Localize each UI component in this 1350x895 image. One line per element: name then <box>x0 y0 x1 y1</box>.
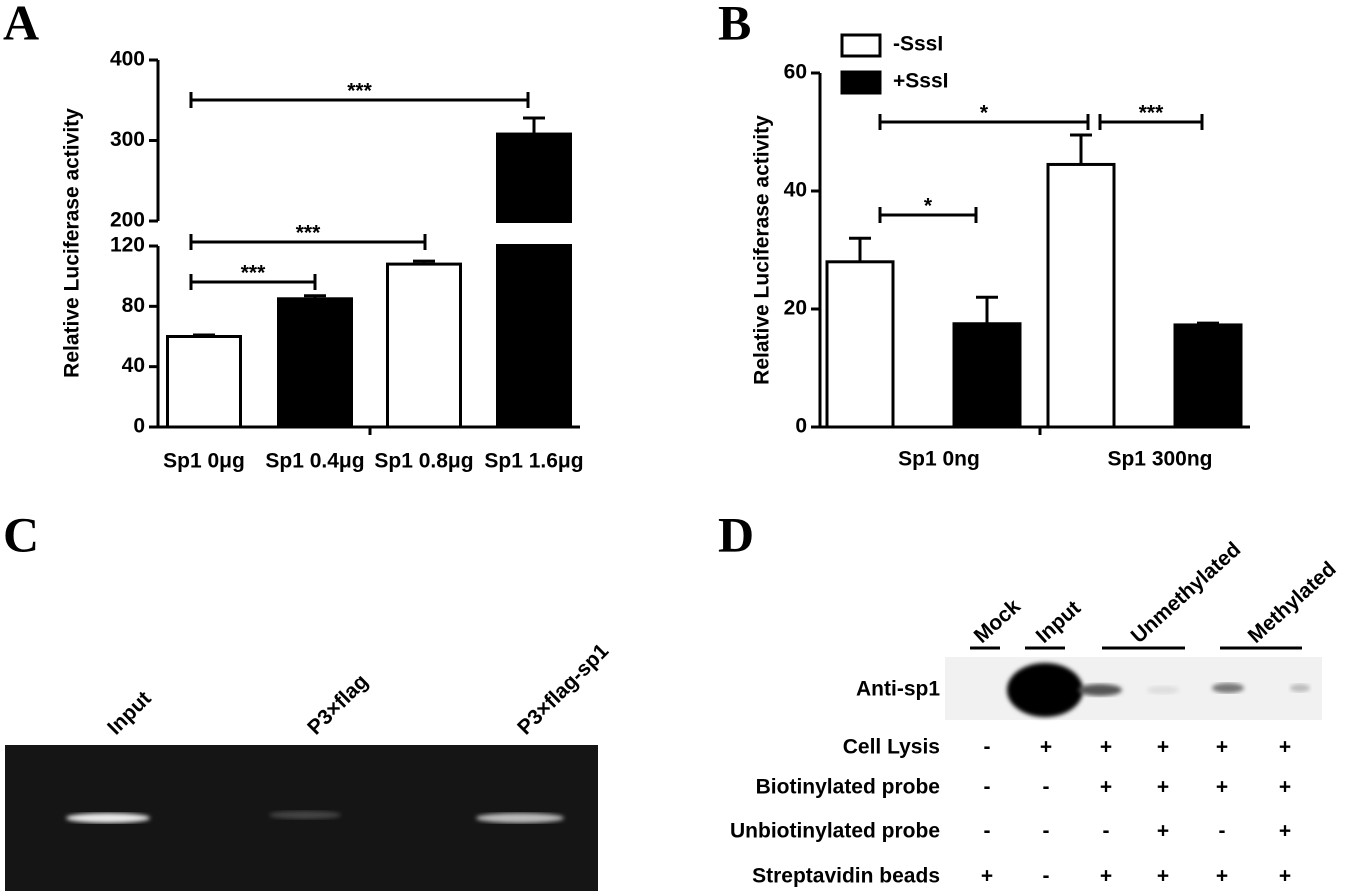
y-axis-label: Relative Luciferase activity <box>751 115 774 385</box>
significance-label: * <box>980 102 989 125</box>
blot-band <box>1290 684 1310 692</box>
row-mark: + <box>1100 776 1112 799</box>
significance-label: * <box>924 195 933 218</box>
row-mark: + <box>1216 776 1228 799</box>
lane-label: P3×flag <box>303 670 373 740</box>
row-mark: + <box>1216 736 1228 759</box>
antibody-label: Anti-sp1 <box>856 678 940 701</box>
row-mark: + <box>1216 865 1228 888</box>
row-mark: + <box>1157 776 1169 799</box>
panel-label: D <box>718 506 754 562</box>
y-tick-label: 200 <box>110 209 145 232</box>
gel-band <box>476 813 564 823</box>
row-mark: + <box>1279 820 1291 843</box>
row-mark: + <box>1100 865 1112 888</box>
blot-band <box>1007 663 1083 717</box>
x-tick-label: Sp1 1.6μg <box>484 450 583 473</box>
blot-image <box>945 657 1322 720</box>
row-mark: + <box>1157 865 1169 888</box>
y-tick-label: 400 <box>110 48 145 71</box>
y-tick-label: 300 <box>110 128 145 151</box>
x-tick-label: Sp1 0.4μg <box>265 450 364 473</box>
row-label: Unbiotinylated probe <box>730 820 940 843</box>
row-label: Biotinylated probe <box>756 776 940 799</box>
row-mark: + <box>1157 820 1169 843</box>
row-mark: - <box>1043 820 1050 843</box>
row-mark: + <box>1040 736 1052 759</box>
blot-band <box>1212 683 1244 693</box>
y-tick-label: 40 <box>784 179 807 202</box>
bar <box>1173 323 1243 429</box>
group-label: Input <box>1032 596 1086 647</box>
bar <box>386 262 462 429</box>
gel-band <box>269 811 341 819</box>
row-mark: - <box>984 776 991 799</box>
x-tick-label: Sp1 300ng <box>1107 448 1212 471</box>
bar <box>496 132 572 429</box>
x-tick-label: Sp1 0μg <box>163 450 245 473</box>
legend-label: +SssI <box>893 70 948 93</box>
legend-swatch <box>840 33 882 58</box>
row-mark: + <box>1100 736 1112 759</box>
y-tick-label: 120 <box>110 234 145 257</box>
significance-label: *** <box>347 80 372 103</box>
gel-band <box>66 813 150 823</box>
bar <box>277 297 353 429</box>
row-mark: + <box>981 865 993 888</box>
row-mark: - <box>1043 865 1050 888</box>
group-label: Unmethylated <box>1127 538 1246 648</box>
bar <box>825 260 895 429</box>
group-label: Methylated <box>1244 557 1341 647</box>
blot-band <box>1078 684 1122 696</box>
lane-label: Input <box>103 687 156 740</box>
y-axis-label: Relative Luciferase activity <box>61 108 84 378</box>
y-tick-label: 20 <box>784 297 807 320</box>
row-mark: - <box>984 736 991 759</box>
x-tick-label: Sp1 0ng <box>898 448 980 471</box>
panel-label: C <box>3 506 39 562</box>
row-mark: + <box>1279 865 1291 888</box>
bar <box>1046 162 1116 429</box>
row-label: Cell Lysis <box>843 736 940 759</box>
row-mark: - <box>1103 820 1110 843</box>
legend-label: -SssI <box>893 33 943 56</box>
blot-band <box>1147 686 1179 694</box>
significance-label: *** <box>1139 102 1164 125</box>
row-mark: + <box>1279 776 1291 799</box>
row-label: Streptavidin beads <box>752 865 940 888</box>
y-tick-label: 0 <box>795 415 807 438</box>
row-mark: - <box>1043 776 1050 799</box>
y-tick-label: 40 <box>122 354 145 377</box>
row-mark: - <box>1219 820 1226 843</box>
row-mark: + <box>1157 736 1169 759</box>
panel-label: A <box>3 0 39 50</box>
significance-label: *** <box>241 262 266 285</box>
bar <box>952 322 1022 429</box>
row-mark: - <box>984 820 991 843</box>
y-tick-label: 60 <box>784 61 807 84</box>
y-tick-label: 80 <box>122 294 145 317</box>
legend-swatch <box>840 70 882 95</box>
lane-label: P3×flag-sp1 <box>513 639 613 739</box>
x-tick-label: Sp1 0.8μg <box>374 450 473 473</box>
y-tick-label: 0 <box>133 415 145 438</box>
significance-label: *** <box>296 222 321 245</box>
panel-label: B <box>718 0 751 50</box>
bar <box>166 335 242 429</box>
row-mark: + <box>1279 736 1291 759</box>
group-label: Mock <box>970 595 1026 648</box>
axis-break-gap <box>156 223 582 244</box>
